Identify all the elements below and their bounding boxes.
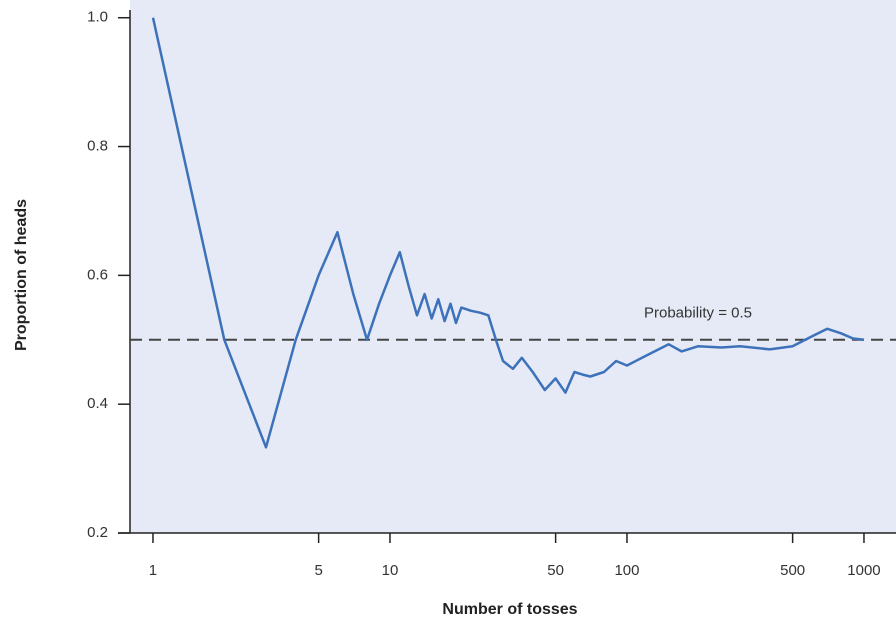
x-tick-label: 100 (614, 562, 639, 579)
x-tick-label: 1 (149, 562, 157, 579)
y-tick-label: 1.0 (87, 9, 108, 26)
data-line (151, 17, 865, 449)
y-tick-label: 0.8 (87, 138, 108, 155)
y-tick-label: 0.6 (87, 266, 108, 283)
annotation: Probability = 0.5 (644, 305, 752, 322)
x-tick-label: 50 (547, 562, 564, 579)
y-axis-title: Proportion of heads (13, 199, 30, 351)
plot-background (130, 0, 896, 533)
x-tick-label: 5 (314, 562, 322, 579)
y-tick-label: 0.2 (87, 524, 108, 541)
x-tick-label: 500 (780, 562, 805, 579)
x-tick-label: 1000 (847, 562, 880, 579)
x-tick-label: 10 (382, 562, 399, 579)
y-tick-label: 0.4 (87, 395, 108, 412)
x-axis-title: Number of tosses (442, 601, 577, 618)
